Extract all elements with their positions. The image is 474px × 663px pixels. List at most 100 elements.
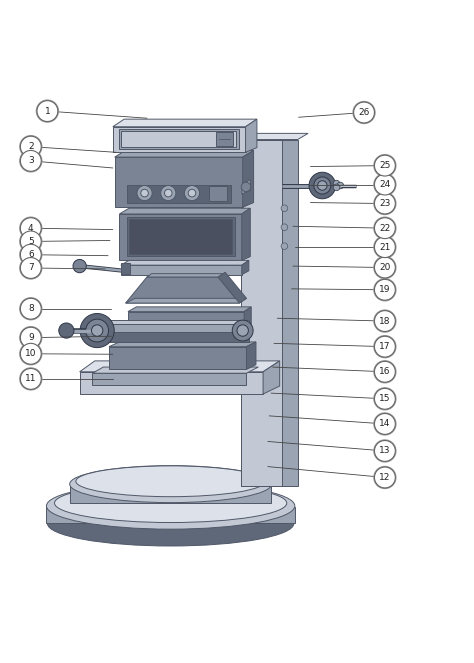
Circle shape	[373, 412, 397, 436]
Circle shape	[19, 297, 43, 320]
Text: 14: 14	[379, 420, 391, 428]
Circle shape	[161, 186, 176, 201]
Circle shape	[373, 440, 397, 463]
Circle shape	[374, 174, 395, 195]
Polygon shape	[70, 485, 271, 503]
Text: 5: 5	[28, 237, 34, 246]
Circle shape	[164, 190, 172, 197]
Circle shape	[281, 243, 288, 249]
Circle shape	[281, 205, 288, 211]
Circle shape	[237, 325, 248, 336]
Text: 6: 6	[28, 250, 34, 259]
Polygon shape	[244, 307, 251, 332]
Circle shape	[374, 155, 395, 176]
Circle shape	[333, 180, 340, 187]
Text: 7: 7	[28, 263, 34, 272]
Polygon shape	[242, 208, 250, 261]
Polygon shape	[128, 307, 251, 312]
Ellipse shape	[70, 465, 272, 503]
Circle shape	[374, 361, 395, 382]
Circle shape	[354, 102, 374, 123]
Circle shape	[374, 257, 395, 278]
Circle shape	[373, 154, 397, 177]
Polygon shape	[115, 157, 243, 208]
Polygon shape	[218, 272, 246, 303]
Polygon shape	[121, 261, 249, 265]
Circle shape	[318, 181, 327, 190]
Text: 1: 1	[45, 107, 50, 115]
Circle shape	[374, 414, 395, 434]
Circle shape	[241, 182, 251, 192]
Polygon shape	[147, 274, 223, 277]
Polygon shape	[121, 263, 130, 274]
Polygon shape	[127, 217, 235, 256]
Polygon shape	[129, 219, 232, 254]
Circle shape	[20, 136, 41, 157]
Circle shape	[59, 323, 74, 338]
Ellipse shape	[55, 483, 287, 522]
Circle shape	[20, 217, 41, 239]
Circle shape	[20, 151, 41, 171]
Text: 10: 10	[25, 349, 36, 358]
Circle shape	[20, 244, 41, 265]
Circle shape	[80, 314, 114, 347]
Polygon shape	[80, 372, 263, 394]
Text: 17: 17	[379, 342, 391, 351]
Polygon shape	[85, 324, 249, 332]
Circle shape	[373, 310, 397, 333]
Polygon shape	[127, 184, 231, 203]
Circle shape	[19, 149, 43, 172]
Text: 21: 21	[379, 243, 391, 252]
Text: 4: 4	[28, 223, 34, 233]
Text: 16: 16	[379, 367, 391, 377]
Polygon shape	[118, 129, 239, 149]
Polygon shape	[80, 361, 280, 372]
Circle shape	[374, 467, 395, 488]
Polygon shape	[246, 342, 256, 369]
Circle shape	[19, 342, 43, 365]
Circle shape	[337, 182, 344, 189]
Polygon shape	[121, 131, 236, 147]
Text: 24: 24	[379, 180, 391, 189]
Polygon shape	[85, 320, 249, 324]
Circle shape	[20, 298, 41, 319]
Text: 11: 11	[25, 375, 36, 383]
Circle shape	[373, 387, 397, 410]
Circle shape	[373, 466, 397, 489]
Circle shape	[36, 99, 59, 123]
Circle shape	[374, 193, 395, 214]
Circle shape	[374, 440, 395, 461]
Circle shape	[373, 173, 397, 196]
Circle shape	[352, 101, 376, 124]
Circle shape	[333, 184, 340, 191]
Polygon shape	[115, 151, 254, 157]
Circle shape	[373, 192, 397, 215]
Polygon shape	[121, 265, 242, 274]
Circle shape	[314, 177, 331, 194]
Text: 3: 3	[28, 156, 34, 165]
Circle shape	[374, 336, 395, 357]
Polygon shape	[209, 186, 227, 201]
Circle shape	[309, 172, 336, 199]
Circle shape	[20, 257, 41, 278]
Polygon shape	[242, 261, 249, 274]
Polygon shape	[126, 277, 239, 303]
Circle shape	[188, 190, 196, 197]
Ellipse shape	[76, 466, 265, 497]
Circle shape	[137, 186, 152, 201]
Polygon shape	[85, 332, 249, 342]
Text: 19: 19	[379, 285, 391, 294]
Polygon shape	[246, 119, 257, 152]
Circle shape	[37, 101, 58, 121]
Circle shape	[184, 186, 200, 201]
Circle shape	[20, 328, 41, 348]
Circle shape	[91, 325, 103, 336]
Circle shape	[73, 259, 86, 272]
Circle shape	[20, 343, 41, 364]
Circle shape	[374, 237, 395, 257]
Polygon shape	[113, 119, 257, 127]
Polygon shape	[119, 208, 250, 214]
Text: 2: 2	[28, 142, 34, 151]
Circle shape	[19, 230, 43, 253]
Text: 23: 23	[379, 199, 391, 208]
